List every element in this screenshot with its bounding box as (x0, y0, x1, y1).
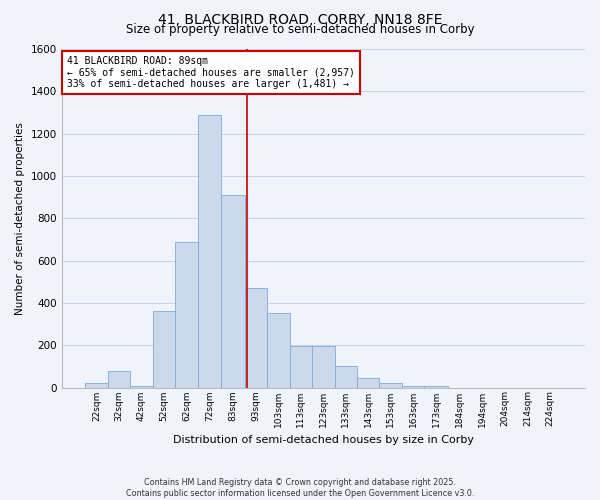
Text: 41 BLACKBIRD ROAD: 89sqm
← 65% of semi-detached houses are smaller (2,957)
33% o: 41 BLACKBIRD ROAD: 89sqm ← 65% of semi-d… (67, 56, 355, 89)
Bar (290, 346, 312, 388)
Bar (85, 384, 108, 388)
Text: Contains HM Land Registry data © Crown copyright and database right 2025.
Contai: Contains HM Land Registry data © Crown c… (126, 478, 474, 498)
Bar (153, 312, 175, 388)
Bar (197, 114, 221, 388)
Bar (335, 366, 357, 388)
Y-axis label: Number of semi-detached properties: Number of semi-detached properties (15, 122, 25, 314)
Text: 41, BLACKBIRD ROAD, CORBY, NN18 8FE: 41, BLACKBIRD ROAD, CORBY, NN18 8FE (158, 12, 442, 26)
Bar (130, 386, 153, 388)
Text: Size of property relative to semi-detached houses in Corby: Size of property relative to semi-detach… (125, 22, 475, 36)
Bar (312, 346, 335, 388)
Bar (221, 195, 245, 388)
X-axis label: Distribution of semi-detached houses by size in Corby: Distribution of semi-detached houses by … (173, 435, 474, 445)
Bar (402, 386, 424, 388)
Bar (424, 386, 448, 388)
Bar (245, 288, 267, 388)
Bar (379, 384, 402, 388)
Bar (108, 370, 130, 388)
Bar (357, 378, 379, 388)
Bar (175, 242, 197, 388)
Bar (267, 314, 290, 388)
